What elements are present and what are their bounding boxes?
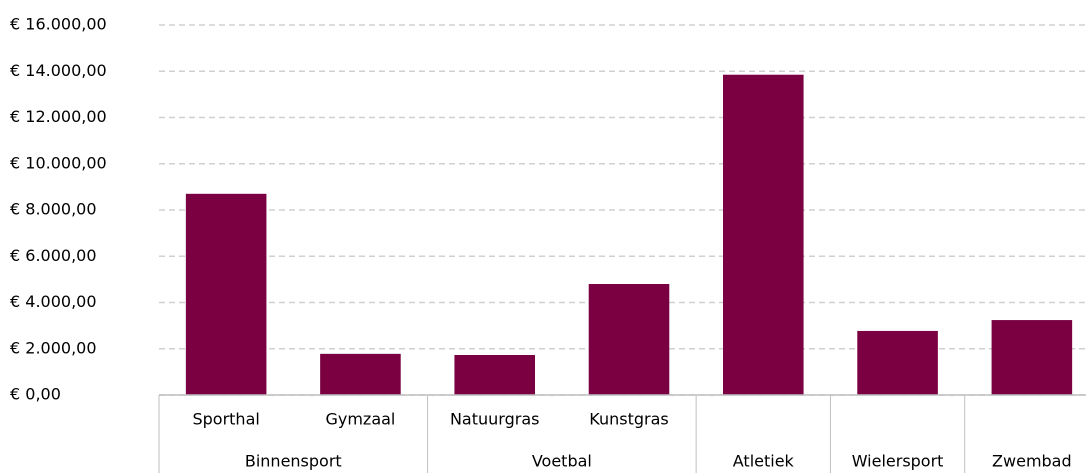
y-tick-label: € 8.000,00 (10, 200, 97, 219)
y-tick-label: € 16.000,00 (10, 15, 107, 34)
x-tick-label: Kunstgras (589, 410, 668, 429)
y-tick-label: € 2.000,00 (10, 338, 97, 357)
group-label: Zwembad (992, 452, 1072, 471)
bar (857, 330, 938, 395)
group-label: Atletiek (733, 452, 795, 471)
x-tick-label: Natuurgras (450, 410, 540, 429)
y-tick-label: € 14.000,00 (10, 61, 107, 80)
y-tick-label: € 4.000,00 (10, 292, 97, 311)
bar (991, 320, 1073, 395)
group-label: Wielersport (852, 452, 944, 471)
y-tick-label: € 6.000,00 (10, 246, 97, 265)
bar (588, 284, 670, 395)
bar (723, 74, 804, 395)
x-tick-label: Sporthal (192, 410, 259, 429)
bar (320, 353, 401, 395)
y-tick-label: € 10.000,00 (10, 153, 107, 172)
y-tick-label: € 12.000,00 (10, 107, 107, 126)
group-label: Binnensport (245, 452, 342, 471)
bar (185, 193, 267, 395)
bar (454, 354, 535, 395)
y-tick-label: € 0,00 (10, 385, 61, 404)
x-tick-label: Gymzaal (325, 410, 395, 429)
group-label: Voetbal (532, 452, 592, 471)
